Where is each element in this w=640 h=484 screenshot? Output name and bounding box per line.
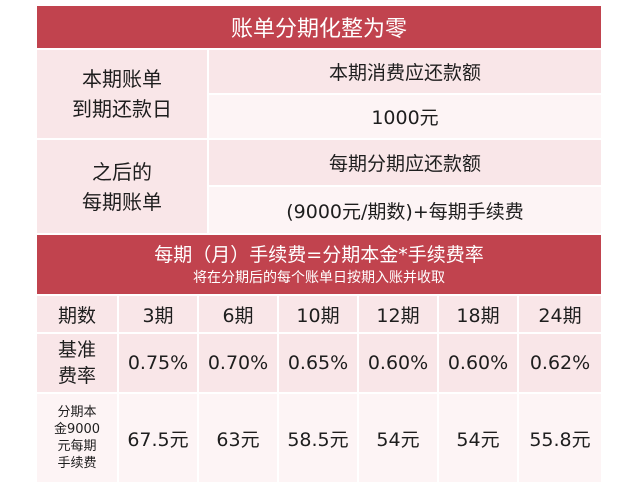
installment-payment-header: 每期分期应还款额 [209,140,601,185]
current-payment-header: 本期消费应还款额 [209,50,601,93]
fee-row-label-line3: 元每期 [57,439,97,454]
current-bill-label: 本期账单 到期还款日 [37,50,207,138]
period-10: 10期 [279,296,357,332]
fee-12: 54元 [359,394,437,482]
fee-18: 54元 [439,394,517,482]
rate-10: 0.65% [279,334,357,392]
installment-payment-value: (9000元/期数)+每期手续费 [209,187,601,233]
rate-18: 0.60% [439,334,517,392]
later-bill-label-line1: 之后的 [92,159,152,184]
rate-3: 0.75% [119,334,197,392]
current-bill-label-line2: 到期还款日 [72,97,172,121]
fee-row-label-line1: 分期本 [57,405,97,420]
rate-6: 0.70% [199,334,277,392]
fee-10: 58.5元 [279,394,357,482]
fee-formula: 每期（月）手续费=分期本金*手续费率 [154,243,484,266]
fee-6: 63元 [199,394,277,482]
rate-row-label: 基准 费率 [37,334,117,392]
rate-12: 0.60% [359,334,437,392]
later-bill-label-line2: 每期账单 [82,189,162,214]
fee-row-label-line4: 手续费 [57,456,97,471]
fee-row-label: 分期本 金9000 元每期 手续费 [37,394,117,482]
fee-24: 55.8元 [519,394,601,482]
period-18: 18期 [439,296,517,332]
rate-24: 0.62% [519,334,601,392]
period-12: 12期 [359,296,437,332]
fee-formula-band: 每期（月）手续费=分期本金*手续费率 将在分期后的每个账单日按期入账并收取 [37,235,601,294]
period-24: 24期 [519,296,601,332]
current-bill-label-line1: 本期账单 [82,67,162,91]
fee-row-label-line2: 金9000 [53,422,101,437]
period-6: 6期 [199,296,277,332]
rate-row-label-line2: 费率 [57,365,96,387]
later-bill-label: 之后的 每期账单 [37,140,207,233]
period-header-label: 期数 [37,296,117,332]
fee-formula-note: 将在分期后的每个账单日按期入账并收取 [193,269,445,286]
period-3: 3期 [119,296,197,332]
fee-3: 67.5元 [119,394,197,482]
rate-row-label-line1: 基准 [57,339,96,361]
current-payment-value: 1000元 [209,95,601,138]
page-title: 账单分期化整为零 [37,6,601,48]
